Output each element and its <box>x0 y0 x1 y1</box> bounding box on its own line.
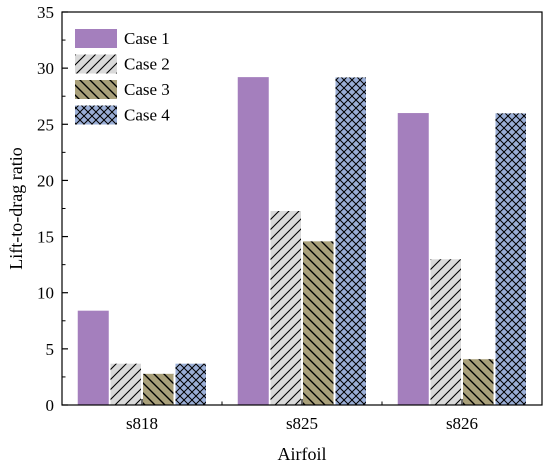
legend-label-case-4: Case 4 <box>124 106 170 125</box>
legend-swatch-case-1 <box>75 29 117 48</box>
bar-s826-case-4 <box>495 112 527 406</box>
y-axis: 0 5 10 15 20 25 30 35 <box>37 3 68 415</box>
legend-label-case-1: Case 1 <box>124 29 170 48</box>
y-tick-label: 10 <box>37 284 54 303</box>
bars-layer <box>77 76 527 406</box>
bar-s818-case-2 <box>110 363 142 406</box>
y-tick-label: 25 <box>37 115 54 134</box>
bar-s825-case-1 <box>237 77 269 405</box>
legend-label-case-3: Case 3 <box>124 80 170 99</box>
y-tick-label: 30 <box>37 59 54 78</box>
legend: Case 1 Case 2 Case 3 Case 4 <box>75 29 170 125</box>
y-axis-title: Lift-to-drag ratio <box>6 147 26 269</box>
y-tick-label: 35 <box>37 3 54 22</box>
y-tick-label: 20 <box>37 171 54 190</box>
bar-s818-case-4 <box>175 363 207 406</box>
x-tick-label: s825 <box>286 414 318 433</box>
legend-swatch-case-2 <box>75 54 117 74</box>
y-tick-label: 0 <box>46 396 55 415</box>
x-axis: s818 s825 s826 <box>126 399 478 433</box>
y-tick-label: 15 <box>37 228 54 247</box>
bar-s825-case-2 <box>270 210 302 406</box>
bar-s826-case-3 <box>462 358 494 406</box>
bar-s826-case-1 <box>397 113 429 406</box>
bar-s826-case-2 <box>430 258 462 406</box>
x-tick-label: s818 <box>126 414 158 433</box>
x-axis-title: Airfoil <box>278 444 327 464</box>
bar-s818-case-3 <box>142 373 174 406</box>
y-tick-label: 5 <box>46 340 55 359</box>
bar-s825-case-3 <box>302 240 334 406</box>
bar-s825-case-4 <box>335 76 367 406</box>
legend-swatch-case-3 <box>75 80 117 99</box>
legend-label-case-2: Case 2 <box>124 55 170 74</box>
legend-swatch-case-4 <box>75 105 117 125</box>
bar-s818-case-1 <box>77 310 109 405</box>
x-tick-label: s826 <box>446 414 478 433</box>
